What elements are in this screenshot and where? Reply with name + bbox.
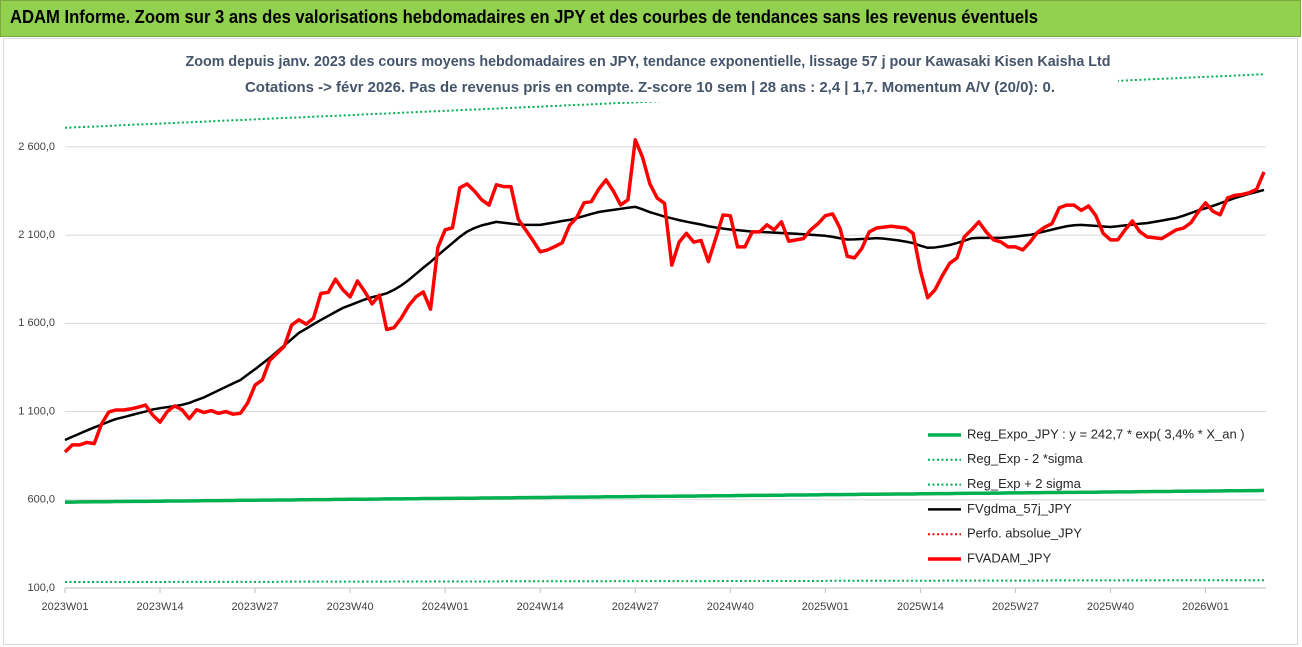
x-tick-label: 2024W27 [612, 601, 659, 613]
legend-label: Reg_Exp - 2 *sigma [967, 451, 1083, 466]
series-line [65, 579, 1264, 583]
x-tick-label: 2025W27 [992, 601, 1039, 613]
header-title: ADAM Informe. Zoom sur 3 ans des valoris… [10, 7, 1038, 27]
legend-label: Reg_Expo_JPY : y = 242,7 * exp( 3,4% * X… [967, 426, 1245, 441]
x-tick-label: 2025W01 [802, 601, 849, 613]
y-tick-label: 2 100,0 [18, 229, 55, 241]
legend-label: FVgdma_57j_JPY [967, 501, 1072, 516]
x-tick-label: 2024W01 [422, 601, 469, 613]
x-tick-label: 2023W40 [327, 601, 374, 613]
legend: Reg_Expo_JPY : y = 242,7 * exp( 3,4% * X… [928, 426, 1245, 565]
legend-label: Perfo. absolue_JPY [967, 526, 1082, 541]
x-tick-label: 2023W27 [232, 601, 279, 613]
x-tick-label: 2026W01 [1182, 601, 1229, 613]
subtitle-line: Zoom depuis janv. 2023 des cours moyens … [186, 53, 1111, 70]
y-tick-label: 100,0 [27, 582, 55, 594]
legend-item: FVADAM_JPY [928, 550, 1052, 565]
legend-label: Reg_Exp + 2 sigma [967, 476, 1082, 491]
x-tick-label: 2025W40 [1087, 601, 1134, 613]
chart-frame [3, 38, 1298, 645]
header-band [0, 0, 1301, 37]
y-tick-label: 2 600,0 [18, 141, 55, 153]
series-line [63, 138, 1266, 454]
legend-item: Reg_Exp + 2 sigma [928, 476, 1082, 491]
x-tick-label: 2023W14 [136, 601, 183, 613]
x-tick-label: 2024W40 [707, 601, 754, 613]
legend-item: Reg_Expo_JPY : y = 242,7 * exp( 3,4% * X… [928, 426, 1245, 441]
x-tick-label: 2023W01 [41, 601, 88, 613]
grid: 100,0 600,0 1 100,0 1 600,0 2 100,0 2 600,0 20… [18, 141, 1266, 613]
x-tick-label: 2025W14 [897, 601, 944, 613]
legend-label: FVADAM_JPY [967, 550, 1052, 565]
y-tick-label: 600,0 [27, 494, 55, 506]
y-tick-label: 1 100,0 [18, 405, 55, 417]
subtitle-line: Cotations -> févr 2026. Pas de revenus p… [245, 79, 1055, 96]
series-line [65, 488, 1265, 504]
legend-item: Perfo. absolue_JPY [928, 526, 1082, 541]
subtitle-background [180, 46, 1118, 102]
legend-item: FVgdma_57j_JPY [928, 501, 1072, 516]
x-tick-label: 2024W14 [517, 601, 564, 613]
y-tick-label: 1 600,0 [18, 317, 55, 329]
legend-item: Reg_Exp - 2 *sigma [928, 451, 1083, 466]
